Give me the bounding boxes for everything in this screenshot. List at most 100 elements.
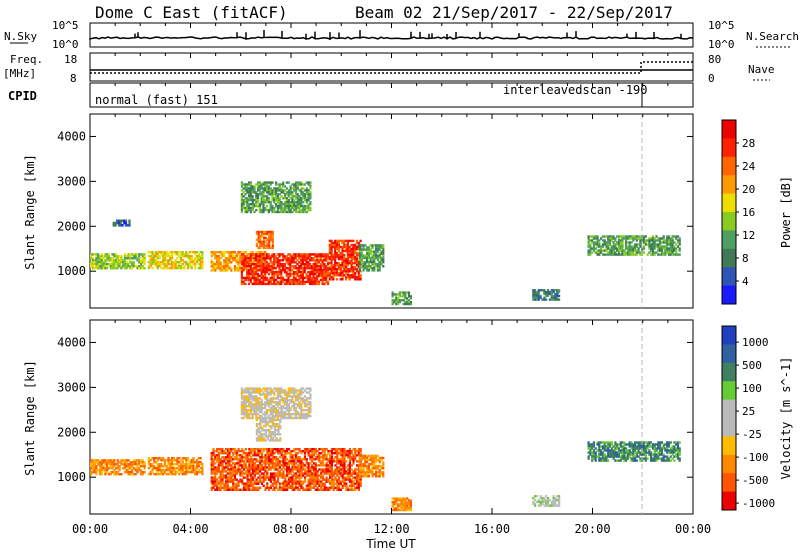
power-cell	[284, 204, 287, 208]
power-cell	[343, 274, 346, 277]
velocity-cell	[149, 470, 152, 474]
power-cell	[253, 265, 256, 268]
power-cell	[165, 251, 168, 254]
power-cell	[240, 276, 243, 280]
power-cell	[675, 249, 678, 252]
power-cell	[269, 203, 272, 206]
velocity-cell	[359, 484, 362, 487]
power-cell	[603, 243, 606, 246]
power-cell	[303, 208, 307, 212]
power-cell	[139, 265, 143, 268]
power-cell	[296, 255, 299, 258]
velocity-cell	[264, 466, 267, 469]
power-cell	[350, 259, 353, 263]
velocity-cell	[269, 458, 272, 461]
velocity-cell	[257, 403, 260, 406]
power-cell	[628, 235, 631, 238]
power-cell	[156, 264, 159, 268]
power-cell	[343, 257, 346, 261]
power-cell	[268, 244, 271, 248]
velocity-cell	[329, 472, 332, 475]
power-cell	[303, 195, 307, 198]
velocity-cell	[296, 480, 299, 483]
velocity-cell	[309, 484, 312, 487]
velocity-cell	[305, 416, 308, 420]
velocity-cell	[181, 459, 184, 462]
power-cell	[291, 265, 294, 268]
power-cell	[373, 265, 376, 268]
velocity-cell	[253, 412, 256, 416]
power-cell	[262, 274, 265, 278]
velocity-cell	[282, 460, 285, 463]
power-cell	[621, 235, 624, 238]
power-cell	[309, 193, 312, 196]
power-cell	[95, 253, 98, 256]
power-cell	[151, 257, 154, 260]
power-cell	[174, 253, 177, 256]
power-cell	[283, 267, 286, 270]
velocity-cell	[307, 478, 310, 481]
power-cell	[651, 235, 654, 238]
power-cell	[594, 243, 597, 246]
power-cell	[260, 195, 263, 198]
power-cell	[264, 199, 267, 202]
power-cell	[608, 249, 612, 252]
velocity-cell	[257, 427, 260, 430]
velocity-cell	[347, 474, 350, 477]
velocity-cell	[312, 458, 316, 461]
power-cell	[343, 245, 346, 249]
velocity-cell	[284, 474, 287, 477]
power-cell	[285, 267, 288, 270]
power-cell	[308, 253, 312, 256]
power-cell	[267, 193, 270, 196]
velocity-cell	[255, 418, 258, 422]
power-cell	[653, 251, 656, 254]
power-cell	[303, 183, 307, 186]
power-cell	[271, 204, 274, 208]
power-cell	[319, 255, 322, 258]
power-cell	[246, 197, 249, 200]
power-cell	[354, 259, 357, 263]
velocity-cell	[320, 480, 323, 483]
velocity-cell	[257, 435, 260, 438]
power-cell	[382, 244, 385, 247]
power-cell	[362, 254, 365, 258]
power-cell	[129, 257, 132, 260]
power-cell	[280, 272, 283, 276]
power-cell	[169, 255, 172, 258]
power-cell	[217, 263, 220, 266]
velocity-cell	[106, 463, 109, 466]
power-cell	[334, 259, 337, 263]
power-cell	[273, 193, 276, 196]
velocity-cell	[178, 468, 181, 472]
velocity-cell	[303, 409, 307, 412]
power-cell	[317, 274, 321, 278]
velocity-cell	[282, 412, 285, 416]
velocity-cell	[321, 476, 325, 479]
velocity-cell	[255, 407, 258, 410]
power-cell	[610, 239, 613, 242]
power-cell	[543, 298, 546, 301]
power-cell	[280, 263, 283, 266]
power-cell	[246, 204, 249, 208]
power-cell	[323, 257, 326, 260]
velocity-cell	[259, 435, 262, 438]
power-cell	[362, 244, 365, 247]
velocity-cell	[217, 452, 220, 455]
power-cell	[607, 239, 610, 242]
velocity-cell	[233, 452, 237, 455]
velocity-cell	[188, 465, 191, 468]
velocity-cell	[350, 484, 353, 487]
velocity-cell	[217, 464, 220, 467]
velocity-cell	[273, 410, 276, 414]
power-cell	[287, 199, 290, 202]
velocity-cell	[289, 387, 292, 390]
power-cell	[172, 260, 175, 264]
velocity-cell	[280, 389, 283, 392]
power-cell	[255, 238, 258, 242]
power-cell	[676, 239, 680, 242]
power-cell	[106, 263, 109, 266]
power-cell	[276, 259, 279, 262]
power-cell	[358, 246, 361, 249]
velocity-cell	[300, 452, 303, 455]
